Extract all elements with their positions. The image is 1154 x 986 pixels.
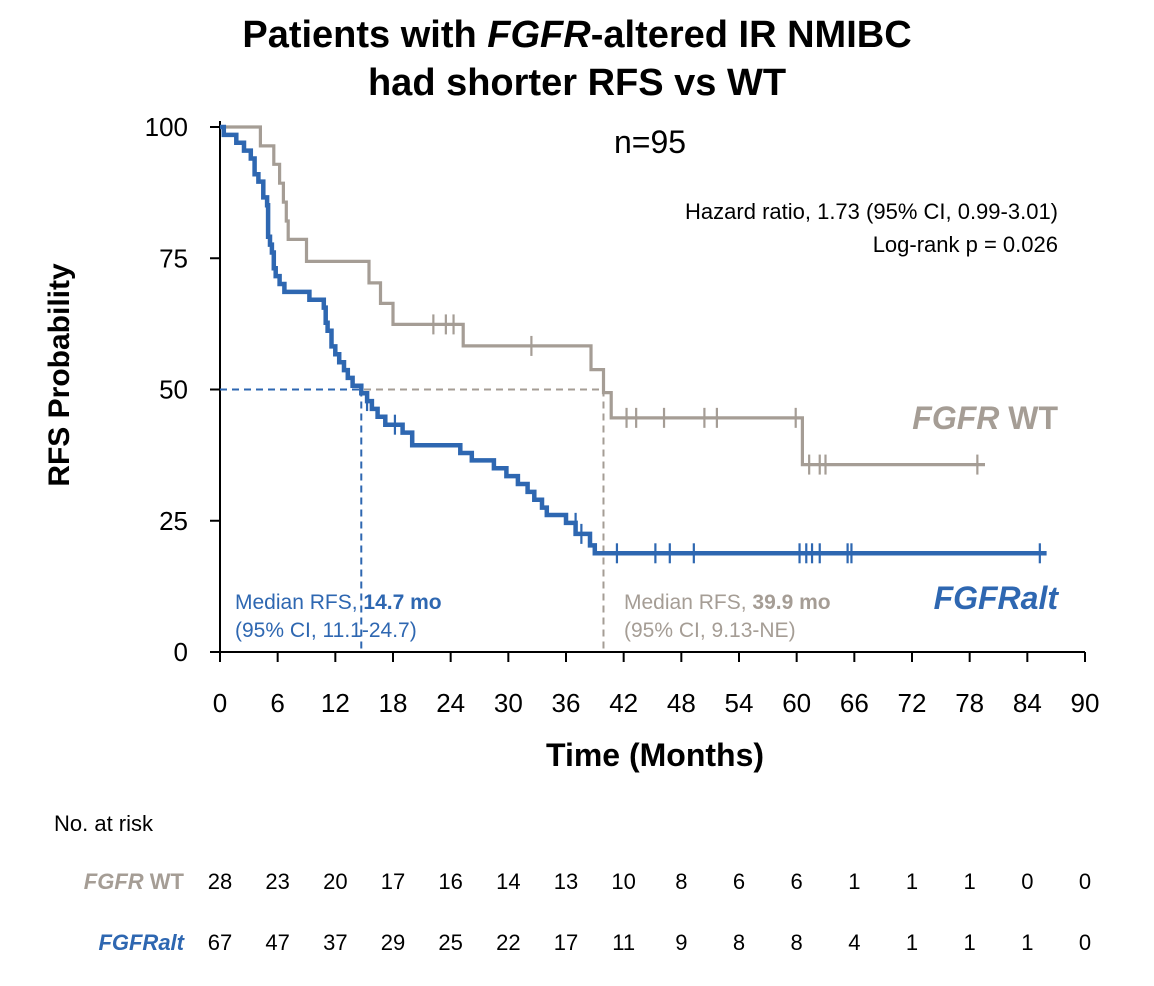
risk-cell-wt: 0 bbox=[1021, 869, 1034, 894]
x-tick-label: 18 bbox=[379, 688, 408, 718]
chart-title-line-2: had shorter RFS vs WT bbox=[367, 62, 787, 104]
risk-cell-alt: 1 bbox=[1021, 930, 1034, 955]
logrank-text: Log-rank p = 0.026 bbox=[872, 232, 1058, 257]
risk-cell-alt: 25 bbox=[438, 930, 463, 955]
risk-cell-alt: 4 bbox=[848, 930, 861, 955]
risk-cell-wt: 1 bbox=[963, 869, 976, 894]
risk-cell-wt: 23 bbox=[265, 869, 290, 894]
risk-cell-wt: 14 bbox=[496, 869, 521, 894]
median-guides bbox=[220, 388, 605, 652]
x-tick-label: 90 bbox=[1071, 688, 1100, 718]
risk-row-label-wt: FGFR WT bbox=[83, 869, 184, 894]
risk-cell-alt: 17 bbox=[553, 930, 579, 955]
y-tick-label: 25 bbox=[159, 506, 188, 536]
survival-curves bbox=[220, 124, 1047, 556]
x-tick-label: 30 bbox=[494, 688, 523, 718]
x-tick-label: 84 bbox=[1013, 688, 1042, 718]
x-tick-label: 72 bbox=[898, 688, 927, 718]
risk-cell-wt: 13 bbox=[553, 869, 579, 894]
risk-cell-alt: 1 bbox=[963, 930, 976, 955]
axes bbox=[210, 121, 1086, 662]
y-tick-label: 50 bbox=[159, 375, 188, 405]
risk-cell-alt: 8 bbox=[790, 930, 803, 955]
x-tick-label: 42 bbox=[609, 688, 638, 718]
risk-cell-alt: 0 bbox=[1078, 930, 1092, 955]
risk-cell-alt: 1 bbox=[905, 930, 919, 955]
risk-cell-wt: 0 bbox=[1078, 869, 1092, 894]
risk-cell-alt: 67 bbox=[207, 930, 233, 955]
risk-cell-alt: 29 bbox=[380, 930, 406, 955]
chart-subtitle: n=95 bbox=[613, 124, 687, 160]
x-tick-label: 66 bbox=[840, 688, 869, 718]
risk-cell-wt: 8 bbox=[675, 869, 688, 894]
x-tick-label: 24 bbox=[436, 688, 465, 718]
risk-cell-wt: 6 bbox=[790, 869, 803, 894]
survival-curve-wt bbox=[220, 125, 985, 467]
x-axis-label: Time (Months) bbox=[545, 737, 765, 773]
y-tick-label: 75 bbox=[159, 243, 188, 273]
risk-table-title: No. at risk bbox=[54, 811, 154, 836]
censor-marks bbox=[365, 314, 1041, 564]
x-tick-label: 36 bbox=[552, 688, 581, 718]
risk-cell-alt: 22 bbox=[496, 930, 521, 955]
risk-cell-wt: 20 bbox=[323, 869, 348, 894]
risk-cell-wt: 1 bbox=[848, 869, 861, 894]
x-tick-label: 6 bbox=[270, 688, 284, 718]
y-tick-label: 100 bbox=[145, 112, 188, 142]
chart-title-line-1: Patients with FGFR-altered IR NMIBC bbox=[242, 14, 912, 56]
series-label-alt: FGFRalt bbox=[933, 580, 1058, 616]
risk-row-label-alt: FGFRalt bbox=[98, 930, 184, 955]
risk-cell-alt: 8 bbox=[732, 930, 746, 955]
median-annotation-alt: Median RFS, 14.7 mo (95% CI, 11.1-24.7) bbox=[235, 591, 442, 642]
y-axis-label: RFS Probability bbox=[43, 263, 76, 487]
series-label-wt: FGFR WT bbox=[912, 400, 1058, 436]
survival-curve-alt bbox=[220, 124, 1047, 556]
risk-cell-wt: 16 bbox=[438, 869, 463, 894]
x-tick-label: 78 bbox=[955, 688, 984, 718]
risk-cell-wt: 10 bbox=[611, 869, 636, 894]
risk-cell-wt: 28 bbox=[207, 869, 233, 894]
x-tick-label: 0 bbox=[213, 688, 227, 718]
risk-cell-alt: 11 bbox=[612, 930, 636, 955]
x-tick-label: 60 bbox=[782, 688, 811, 718]
risk-cell-alt: 37 bbox=[323, 930, 348, 955]
median-annotation-wt: Median RFS, 39.9 mo (95% CI, 9.13-NE) bbox=[624, 591, 831, 642]
risk-cell-wt: 6 bbox=[732, 869, 746, 894]
risk-cell-alt: 9 bbox=[675, 930, 688, 955]
x-tick-label: 12 bbox=[321, 688, 350, 718]
risk-cell-wt: 1 bbox=[905, 869, 919, 894]
x-tick-label: 54 bbox=[725, 688, 754, 718]
hazard-ratio-text: Hazard ratio, 1.73 (95% CI, 0.99-3.01) bbox=[685, 199, 1058, 224]
x-tick-label: 48 bbox=[667, 688, 696, 718]
risk-cell-wt: 17 bbox=[380, 869, 406, 894]
risk-cell-alt: 47 bbox=[265, 930, 290, 955]
y-tick-label: 0 bbox=[174, 637, 188, 667]
tick-labels: 0 25 50 75 100 0 6 12 18 24 30 36 42 48 54 60 66 72 78 84 90 bbox=[145, 112, 1100, 718]
